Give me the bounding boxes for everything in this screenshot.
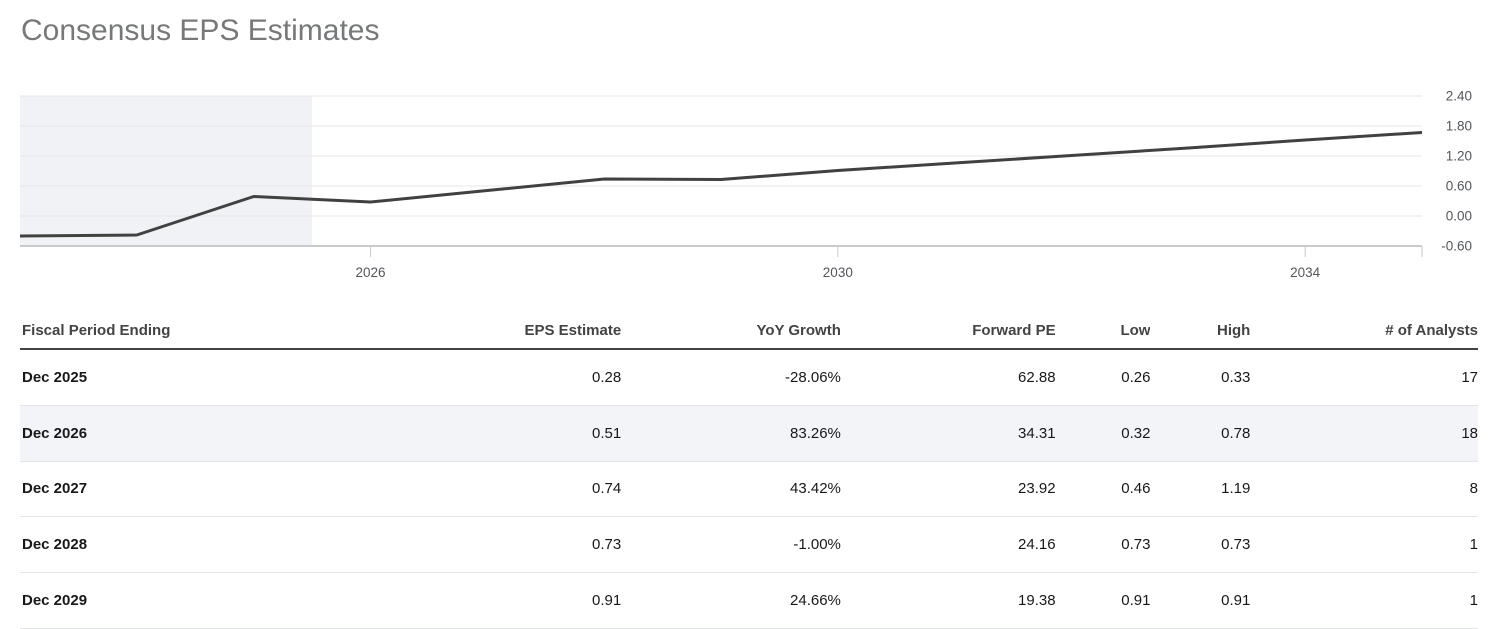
x-axis-label: 2026 [355, 265, 385, 280]
cell-yoy: -1.00% [793, 536, 841, 554]
eps-line [19, 131, 1423, 238]
column-header-period: Fiscal Period Ending [22, 321, 171, 339]
cell-high: 0.91 [1221, 592, 1251, 610]
x-axis-label: 2034 [1290, 265, 1321, 280]
eps-estimates-table: Fiscal Period Ending EPS Estimate YoY Grow… [20, 312, 1478, 629]
cell-high: 1.19 [1221, 480, 1251, 498]
past-period-shade [20, 96, 313, 246]
cell-analysts: 1 [1469, 592, 1479, 610]
eps-chart: 2.40 1.80 1.20 0.60 0.00 -0.60 2026 2030 2034 [0, 0, 1493, 300]
cell-analysts: 17 [1461, 368, 1479, 386]
cell-low: 0.73 [1121, 536, 1151, 554]
column-header-high: High [1217, 321, 1251, 339]
cell-low: 0.26 [1121, 368, 1151, 386]
x-axis-label: 2030 [823, 265, 853, 280]
page-title: Consensus EPS Estimates [21, 14, 380, 47]
cell-yoy: -28.06% [785, 368, 841, 386]
cell-low: 0.46 [1121, 480, 1151, 498]
cell-period: Dec 2026 [22, 424, 88, 442]
table-row[interactable]: Dec 2025 0.28 -28.06% 62.88 0.26 0.33 17 [20, 350, 1478, 406]
cell-eps: 0.51 [591, 424, 622, 442]
y-axis-label: 1.80 [1446, 119, 1472, 134]
cell-analysts: 18 [1461, 424, 1479, 442]
cell-eps: 0.74 [591, 480, 622, 498]
eps-line-chart: 2.40 1.80 1.20 0.60 0.00 -0.60 2026 2030 2034 [19, 89, 1472, 280]
table-row[interactable]: Dec 2028 0.73 -1.00% 24.16 0.73 0.73 1 [20, 517, 1479, 574]
table-row[interactable]: Dec 2029 0.91 24.66% 19.38 0.91 0.91 1 [20, 573, 1478, 629]
cell-period: Dec 2029 [22, 592, 88, 610]
cell-fpe: 24.16 [1018, 536, 1056, 554]
cell-eps: 0.28 [591, 368, 622, 386]
cell-low: 0.32 [1121, 424, 1151, 442]
column-header-analysts: # of Analysts [1385, 321, 1479, 339]
cell-period: Dec 2027 [22, 480, 88, 498]
column-header-eps: EPS Estimate [524, 321, 622, 339]
cell-high: 0.73 [1221, 536, 1251, 554]
cell-analysts: 8 [1469, 480, 1479, 498]
column-header-fpe: Forward PE [972, 321, 1056, 339]
y-axis-label: 0.00 [1446, 209, 1472, 224]
cell-low: 0.91 [1121, 592, 1151, 610]
cell-period: Dec 2025 [22, 368, 88, 386]
y-axis-label: 0.60 [1446, 179, 1472, 194]
table-row[interactable]: Dec 2027 0.74 43.42% 23.92 0.46 1.19 8 [20, 461, 1479, 518]
cell-yoy: 83.26% [790, 424, 841, 442]
table-row[interactable]: Dec 2026 0.51 83.26% 34.31 0.32 0.78 18 [20, 405, 1479, 462]
cell-high: 0.78 [1221, 424, 1251, 442]
cell-fpe: 19.38 [1018, 592, 1056, 610]
cell-fpe: 23.92 [1018, 480, 1056, 498]
cell-eps: 0.91 [591, 592, 622, 610]
table-header-row: Fiscal Period Ending EPS Estimate YoY Grow… [20, 312, 1478, 350]
y-axis-label: -0.60 [1441, 239, 1472, 254]
y-axis-label: 2.40 [1446, 89, 1472, 104]
cell-fpe: 62.88 [1018, 368, 1056, 386]
cell-yoy: 24.66% [790, 592, 841, 610]
cell-eps: 0.73 [591, 536, 622, 554]
cell-high: 0.33 [1221, 368, 1251, 386]
y-axis-label: 1.20 [1446, 149, 1472, 164]
cell-fpe: 34.31 [1018, 424, 1056, 442]
cell-analysts: 1 [1469, 536, 1479, 554]
column-header-yoy: YoY Growth [756, 321, 841, 339]
cell-period: Dec 2028 [22, 536, 88, 554]
column-header-low: Low [1120, 321, 1151, 339]
table-body: Dec 2025 0.28 -28.06% 62.88 0.26 0.33 17 Dec 20… [20, 350, 1478, 629]
cell-yoy: 43.42% [790, 480, 841, 498]
